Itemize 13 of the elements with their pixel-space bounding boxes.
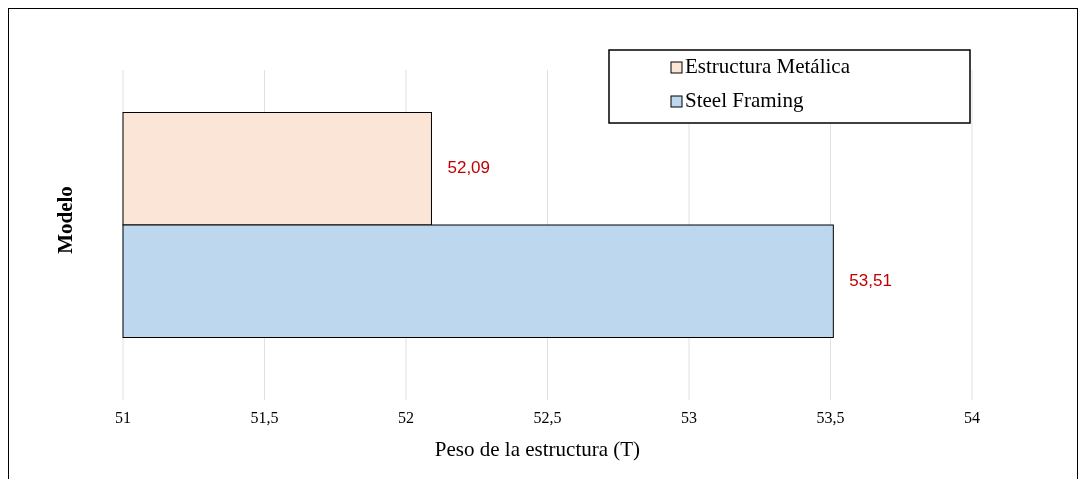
legend-label: Estructura Metálica xyxy=(685,53,851,78)
x-tick-label: 51 xyxy=(115,409,131,427)
x-tick-label: 52,5 xyxy=(533,409,562,427)
x-tick-label: 53,5 xyxy=(816,409,845,427)
legend-label: Steel Framing xyxy=(685,87,804,112)
y-axis-title: Modelo xyxy=(52,186,77,254)
x-tick-label: 51,5 xyxy=(250,409,279,427)
data-label: 52,09 xyxy=(447,158,491,178)
data-label: 53,51 xyxy=(849,270,892,290)
x-axis-title: Peso de la estructura (T) xyxy=(434,436,641,461)
x-tick-label: 54 xyxy=(964,409,980,427)
x-tick-label: 52 xyxy=(398,409,414,427)
x-tick-label: 53 xyxy=(681,409,697,427)
